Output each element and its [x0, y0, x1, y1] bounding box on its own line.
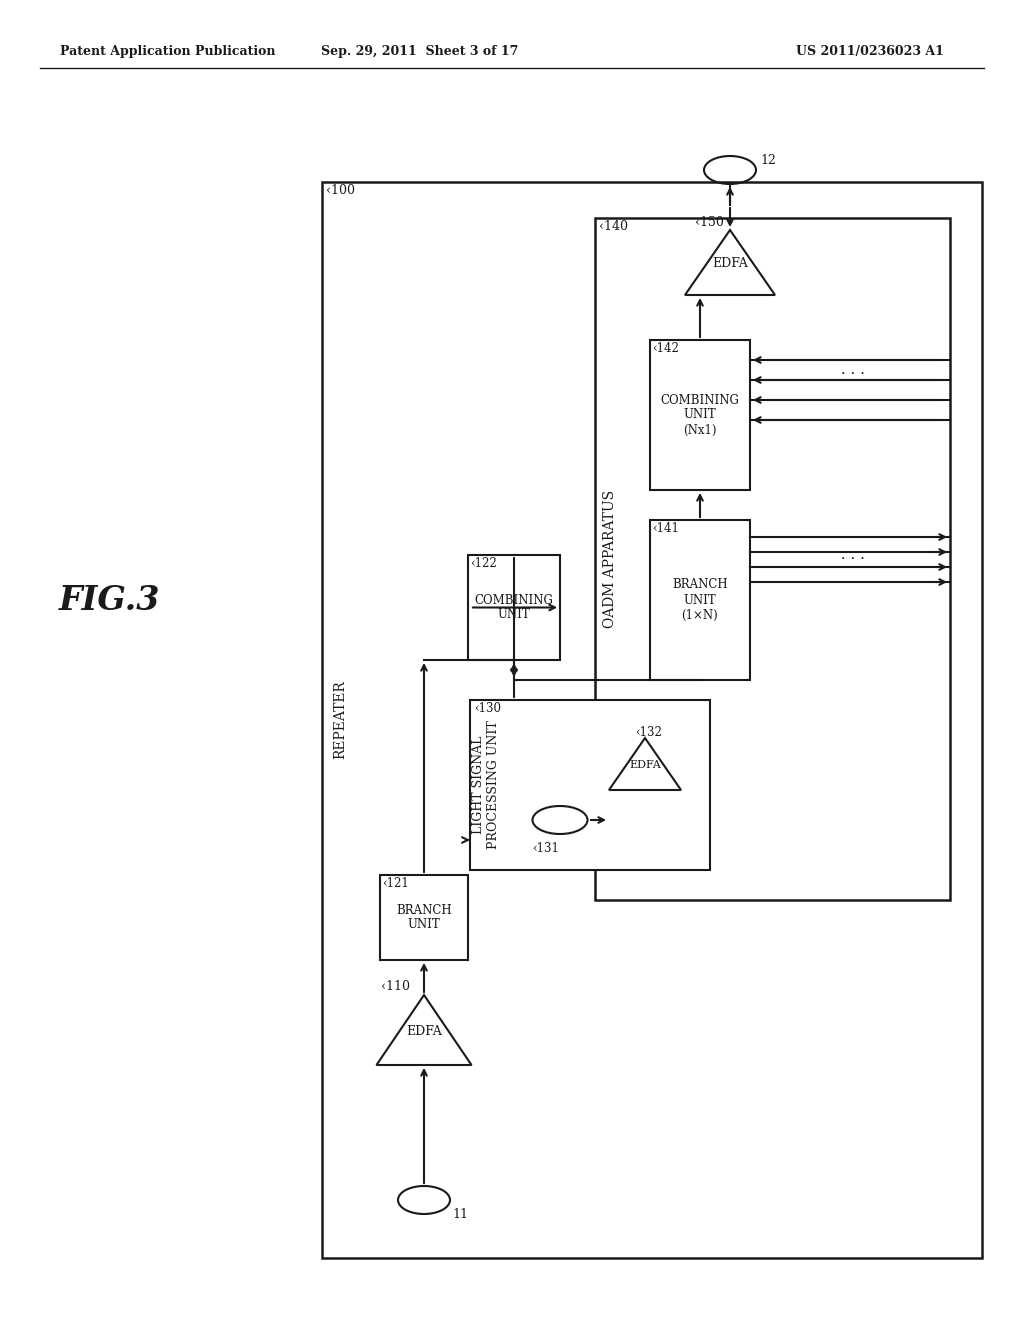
Text: Patent Application Publication: Patent Application Publication — [60, 45, 275, 58]
Text: REPEATER: REPEATER — [333, 681, 347, 759]
Text: ‹100: ‹100 — [326, 183, 355, 197]
Text: LIGHT SIGNAL
PROCESSING UNIT: LIGHT SIGNAL PROCESSING UNIT — [472, 721, 500, 849]
Text: ‹122: ‹122 — [470, 557, 497, 570]
Text: US 2011/0236023 A1: US 2011/0236023 A1 — [796, 45, 944, 58]
Text: EDFA: EDFA — [629, 760, 660, 770]
Bar — [650, 341, 750, 490]
Text: EDFA: EDFA — [407, 1024, 442, 1038]
Text: ‹130: ‹130 — [474, 702, 501, 715]
Text: EDFA: EDFA — [712, 257, 748, 271]
Text: ‹140: ‹140 — [599, 220, 628, 234]
Text: . . .: . . . — [836, 363, 864, 378]
Bar — [322, 182, 982, 1258]
Text: COMBINING
UNIT
(Nx1): COMBINING UNIT (Nx1) — [660, 393, 739, 437]
Text: 12: 12 — [760, 153, 776, 166]
Text: ‹121: ‹121 — [382, 876, 409, 890]
Text: ‹141: ‹141 — [652, 521, 679, 535]
Text: COMBINING
UNIT: COMBINING UNIT — [474, 594, 553, 622]
Text: BRANCH
UNIT: BRANCH UNIT — [396, 903, 452, 932]
Text: ‹132: ‹132 — [635, 726, 662, 739]
Text: ‹110: ‹110 — [382, 981, 411, 994]
Bar — [595, 218, 950, 900]
Text: OADM APPARATUS: OADM APPARATUS — [603, 490, 617, 628]
Text: 11: 11 — [452, 1208, 468, 1221]
Text: . . .: . . . — [836, 548, 864, 562]
Bar — [468, 554, 560, 660]
Text: ‹142: ‹142 — [652, 342, 679, 355]
Bar — [650, 520, 750, 680]
Text: ‹131: ‹131 — [532, 842, 559, 855]
Text: ‹150: ‹150 — [695, 215, 724, 228]
Text: Sep. 29, 2011  Sheet 3 of 17: Sep. 29, 2011 Sheet 3 of 17 — [322, 45, 519, 58]
Bar — [470, 700, 710, 870]
Text: BRANCH
UNIT
(1×N): BRANCH UNIT (1×N) — [672, 578, 728, 622]
Bar — [380, 875, 468, 960]
Text: FIG.3: FIG.3 — [59, 583, 161, 616]
